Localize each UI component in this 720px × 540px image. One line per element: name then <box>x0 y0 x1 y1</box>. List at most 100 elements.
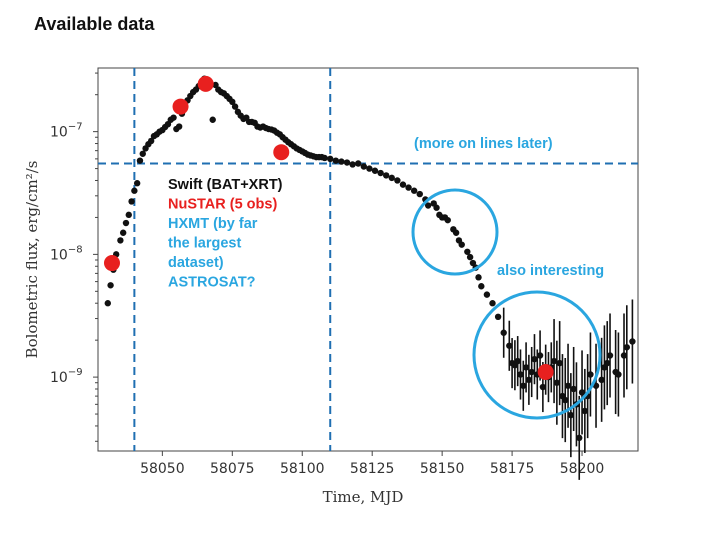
data-point <box>466 253 474 261</box>
slide-title: Available data <box>34 14 155 34</box>
data-point <box>377 169 384 177</box>
data-point <box>371 167 379 174</box>
nustar-point <box>273 144 290 161</box>
data-point <box>469 259 477 267</box>
x-tick-label: 58075 <box>210 461 255 477</box>
data-point <box>550 357 558 365</box>
nustar-point <box>103 255 120 272</box>
instrument-note-hxmt: the largest <box>168 236 241 252</box>
instrument-note-swift: Swift (BAT+XRT) <box>168 177 283 193</box>
guide-lines <box>98 68 638 451</box>
data-point <box>483 291 491 298</box>
data-point <box>343 159 351 166</box>
data-point <box>366 165 373 172</box>
data-point <box>332 157 340 164</box>
data-point <box>388 174 395 182</box>
nustar-point <box>172 98 189 115</box>
instrument-note-hxmt: dataset) <box>168 255 224 271</box>
data-point <box>122 219 130 227</box>
data-point <box>131 187 138 194</box>
data-point <box>570 385 577 393</box>
data-point <box>128 198 135 205</box>
data-point <box>170 114 177 121</box>
data-point <box>117 237 124 244</box>
x-tick-label: 58125 <box>350 461 395 477</box>
instrument-note-hxmt: ASTROSAT? <box>168 275 256 291</box>
data-point <box>553 379 561 386</box>
data-point <box>136 157 144 164</box>
data-point <box>229 98 236 106</box>
data-point <box>629 338 636 345</box>
data-point <box>119 229 127 236</box>
data-point <box>517 371 524 378</box>
data-point <box>531 355 538 363</box>
data-point <box>514 357 521 365</box>
data-point <box>606 352 614 359</box>
data-point <box>355 160 362 167</box>
data-point <box>360 163 368 170</box>
data-point <box>349 161 356 168</box>
data-point <box>382 172 390 179</box>
x-tick-label: 58150 <box>420 461 465 477</box>
annotations: (more on lines later) also interesting Swi… <box>168 136 604 291</box>
data-point <box>525 376 533 384</box>
data-point <box>410 187 418 194</box>
data-point <box>125 211 132 219</box>
interest-circle <box>472 290 602 420</box>
data-point <box>620 352 628 359</box>
data-point <box>458 241 465 248</box>
x-tick-label: 58050 <box>140 461 185 477</box>
data-point <box>528 368 535 376</box>
data-point <box>416 190 423 198</box>
data-point <box>139 150 146 157</box>
instrument-note-hxmt: HXMT (by far <box>168 216 258 232</box>
data-point <box>327 155 334 163</box>
data-point <box>500 329 507 336</box>
nustar-point <box>537 364 554 381</box>
data-point <box>405 184 412 191</box>
x-axis-label: Time, MJD <box>323 488 404 506</box>
data-point <box>536 352 544 359</box>
data-point <box>212 81 219 89</box>
data-point <box>587 371 594 378</box>
data-point <box>564 382 572 389</box>
data-point <box>562 396 569 404</box>
data-point <box>539 383 547 391</box>
data-point <box>522 364 530 371</box>
data-point <box>175 123 183 130</box>
data-point <box>133 180 141 187</box>
data-point <box>433 204 440 211</box>
nustar-points <box>103 75 554 381</box>
data-point <box>399 181 407 188</box>
y-tick-label: 10−7 <box>50 122 83 141</box>
data-point <box>338 158 345 165</box>
data-point <box>394 177 401 184</box>
y-tick-label: 10−8 <box>50 244 83 263</box>
data-point <box>581 407 589 415</box>
instrument-note-nustar: NuSTAR (5 obs) <box>168 197 277 213</box>
data-point <box>464 248 471 255</box>
x-tick-label: 58175 <box>490 461 535 477</box>
axis-ticks: 58050 58075 58100 58125 58150 58175 58200 10−7 1… <box>23 72 604 506</box>
data-point <box>578 389 586 396</box>
data-point <box>424 202 432 209</box>
data-point <box>506 342 513 349</box>
data-point <box>147 137 155 145</box>
data-point <box>556 359 563 367</box>
interesting-note: also interesting <box>497 263 604 279</box>
data-point <box>475 274 482 281</box>
interest-circles <box>411 188 602 420</box>
data-point <box>623 344 631 351</box>
data-point <box>444 216 451 224</box>
data-point <box>576 434 583 442</box>
x-tick-label: 58100 <box>280 461 325 477</box>
data-point <box>478 283 485 290</box>
data-point <box>615 371 622 378</box>
lines-note: (more on lines later) <box>414 136 553 152</box>
data-point <box>567 411 575 419</box>
data-point <box>107 282 114 289</box>
y-tick-label: 10−9 <box>50 367 83 386</box>
data-point <box>104 300 111 307</box>
data-point <box>598 376 605 384</box>
